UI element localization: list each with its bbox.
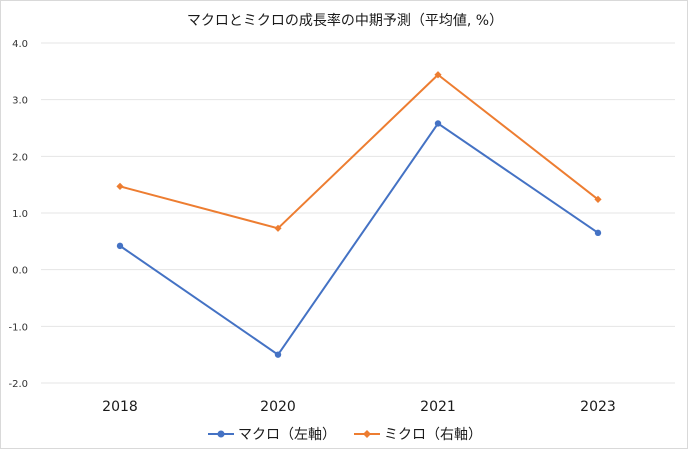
data-point [274, 224, 282, 232]
y-tick-label: 1.0 [12, 209, 28, 220]
y-tick-label: 4.0 [12, 39, 28, 50]
data-point [434, 71, 442, 79]
data-point [594, 195, 602, 203]
series-line [119, 122, 599, 356]
chart-title: マクロとミクロの成長率の中期予測（平均値, %） [186, 13, 504, 29]
legend-marker-macro-icon [208, 430, 234, 438]
legend-item-macro: マクロ（左軸） [208, 424, 336, 444]
series-micro [116, 71, 602, 232]
legend: マクロ（左軸） ミクロ（右軸） [1, 424, 688, 444]
legend-label-macro: マクロ（左軸） [238, 427, 336, 443]
y-tick-label: 0.0 [12, 266, 28, 277]
data-point [116, 242, 124, 250]
x-tick-label: 2018 [102, 399, 138, 415]
data-point [274, 351, 282, 358]
x-tick-label: 2020 [260, 399, 296, 415]
legend-label-micro: ミクロ（右軸） [384, 427, 482, 443]
data-point [434, 120, 442, 127]
data-point [594, 229, 602, 237]
y-tick-label: 2.0 [12, 152, 28, 163]
legend-marker-micro-icon [354, 430, 380, 438]
x-tick-label: 2021 [420, 399, 456, 415]
legend-item-micro: ミクロ（右軸） [354, 424, 482, 444]
y-tick-label: -2.0 [8, 379, 28, 390]
y-tick-label: -1.0 [8, 322, 28, 333]
data-point [116, 182, 124, 190]
series-line [119, 73, 599, 230]
series-macro [116, 120, 602, 358]
y-tick-label: 3.0 [12, 96, 28, 107]
x-tick-label: 2023 [580, 399, 616, 415]
